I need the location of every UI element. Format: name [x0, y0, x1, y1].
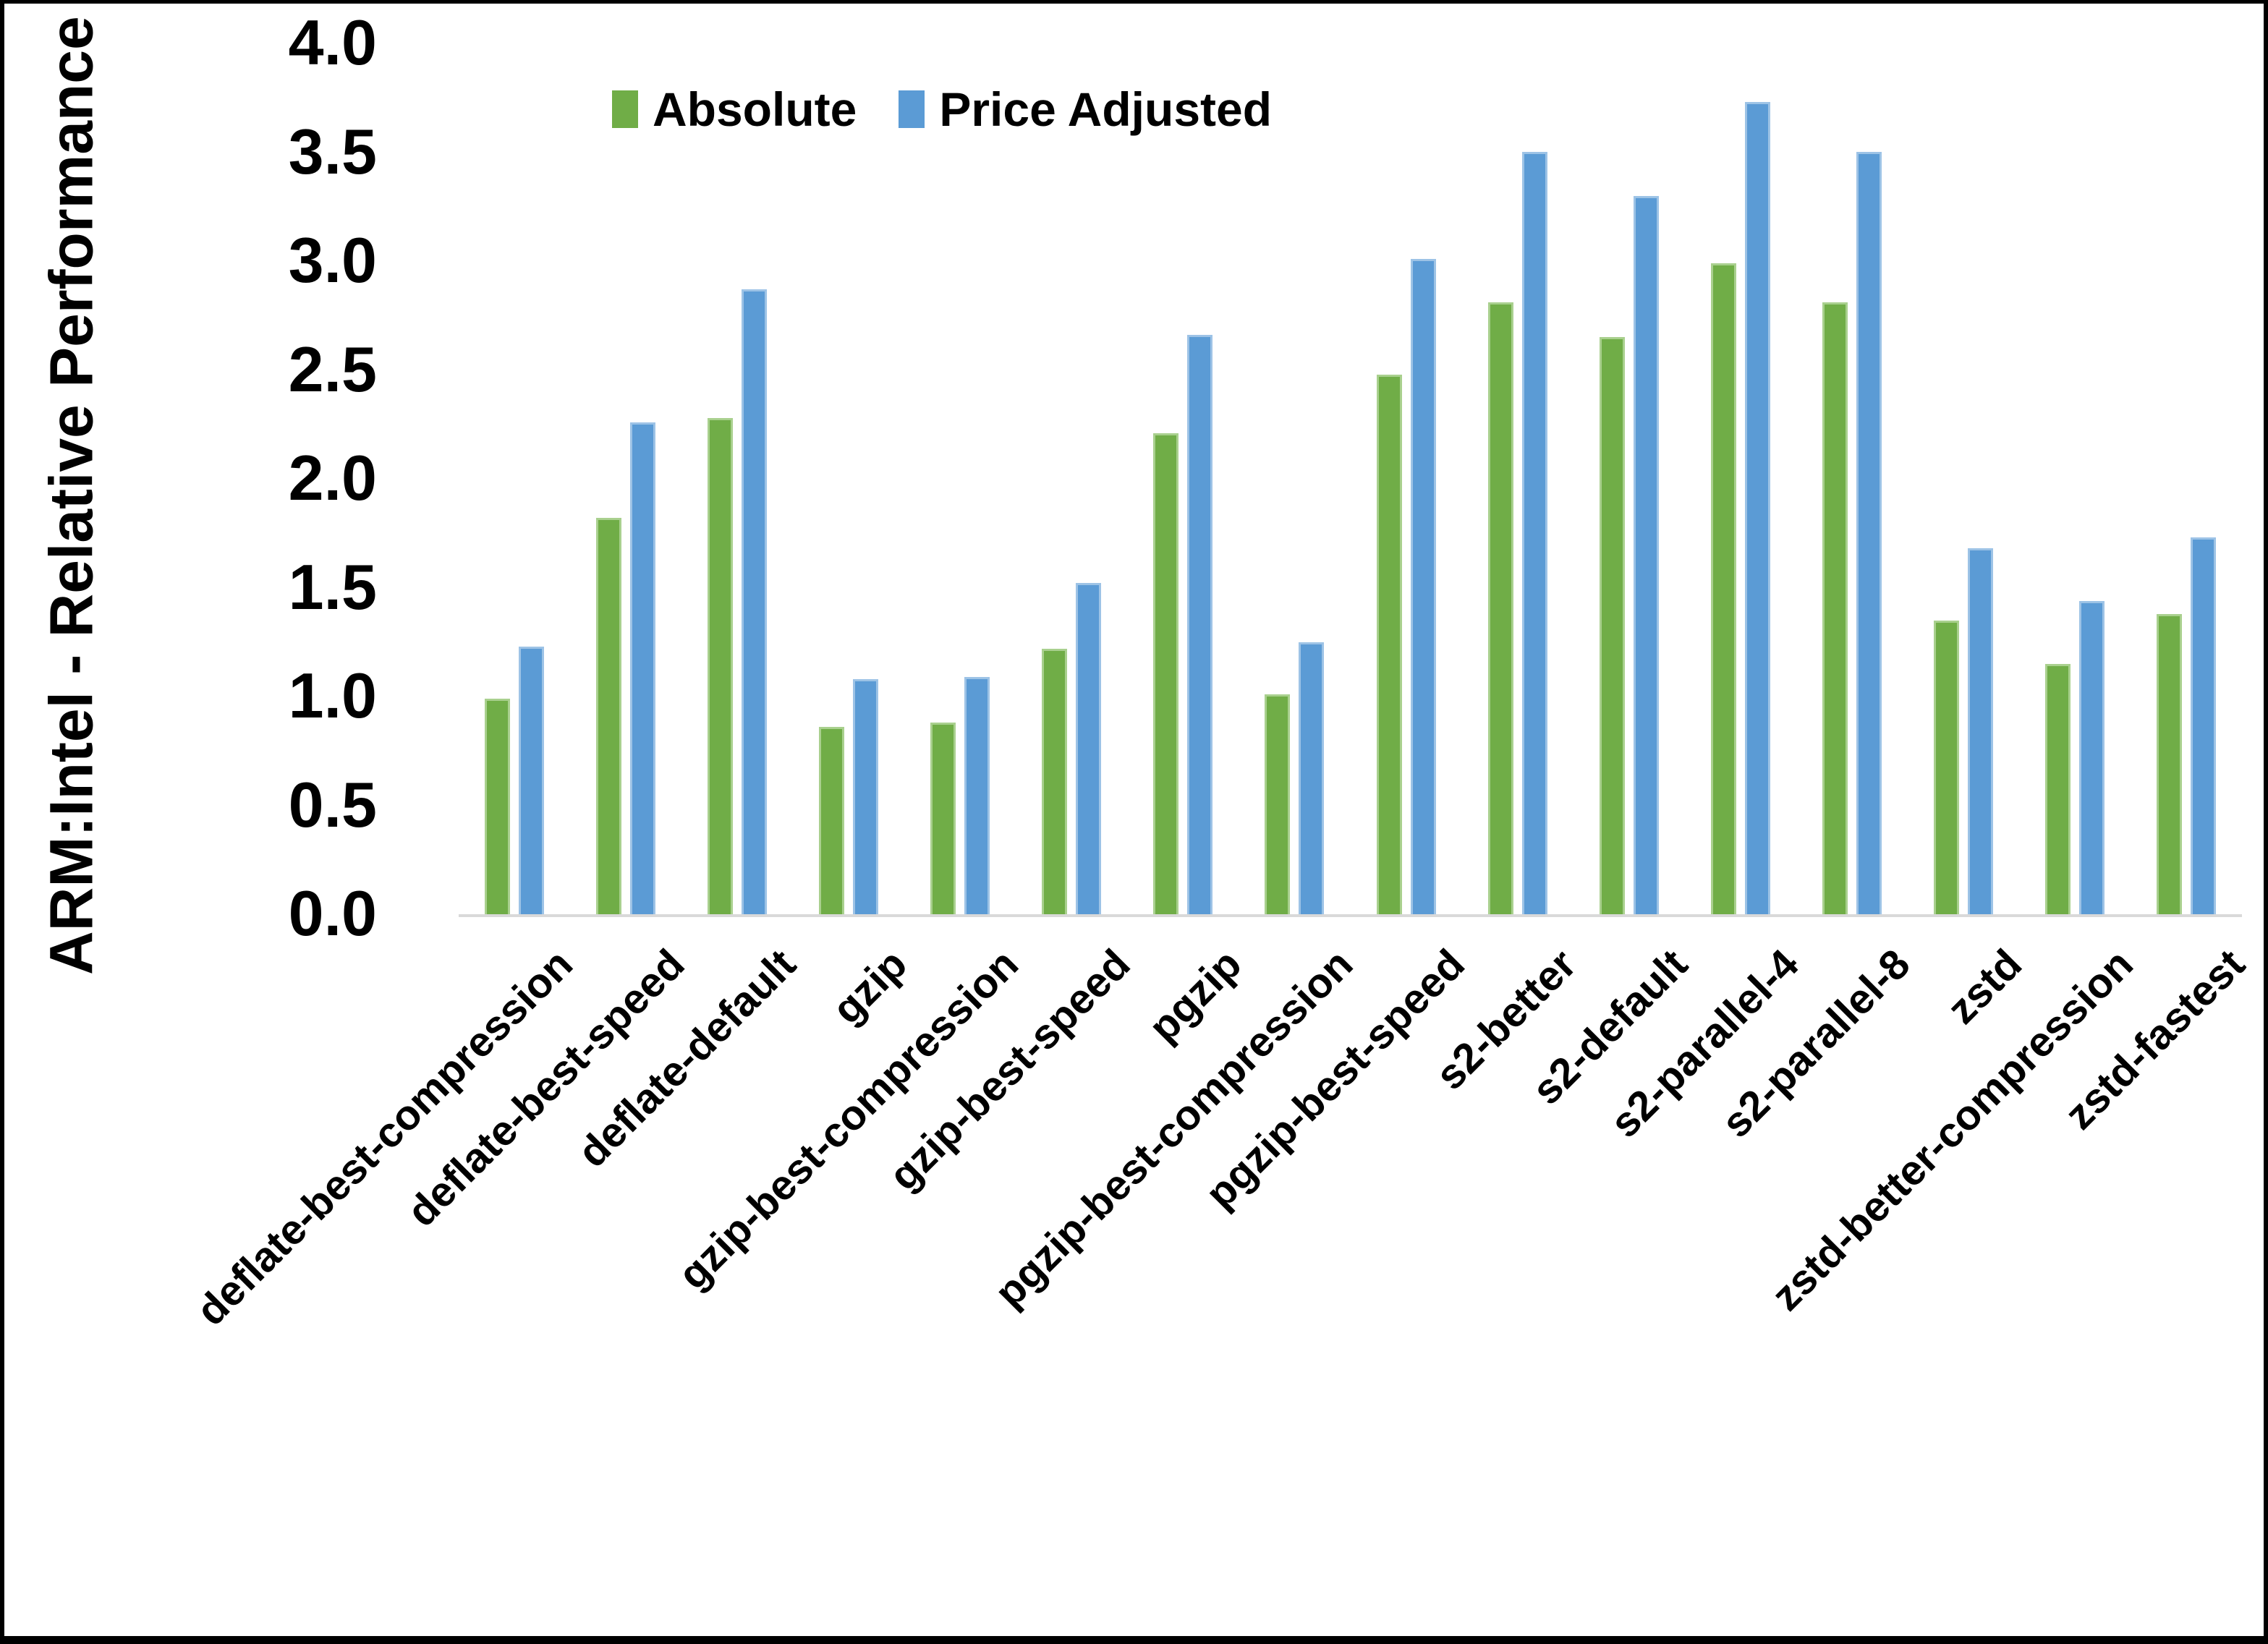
bar-price-adjusted-s2-better — [1522, 152, 1547, 914]
bar-price-adjusted-gzip-best-compression — [964, 677, 990, 914]
legend-item-price-adjusted: Price Adjusted — [899, 82, 1272, 137]
bar-price-adjusted-zstd — [1968, 548, 1993, 914]
bar-absolute-pgzip — [1153, 433, 1178, 914]
bar-absolute-gzip-best-compression — [930, 723, 956, 914]
y-tick-0.5: 0.5 — [288, 768, 377, 840]
y-tick-1.5: 1.5 — [288, 550, 377, 623]
y-tick-1.0: 1.0 — [288, 660, 377, 731]
bar-price-adjusted-pgzip — [1187, 335, 1212, 914]
legend-swatch-icon — [612, 90, 638, 128]
legend: Absolute Price Adjusted — [612, 82, 1272, 137]
bar-absolute-s2-parallel-8 — [1822, 302, 1848, 914]
category-label-pgzip: pgzip — [1139, 940, 1251, 1052]
bar-price-adjusted-zstd-better-compression — [2079, 601, 2105, 914]
legend-label: Price Adjusted — [939, 82, 1273, 136]
y-tick-0.0: 0.0 — [288, 877, 377, 949]
bar-absolute-deflate-best-compression — [485, 699, 510, 914]
category-label-zstd: zstd — [1937, 940, 2031, 1034]
bar-absolute-s2-parallel-4 — [1711, 263, 1736, 914]
bar-price-adjusted-s2-parallel-4 — [1745, 102, 1770, 914]
bar-price-adjusted-pgzip-best-speed — [1411, 259, 1436, 914]
y-tick-2.5: 2.5 — [288, 333, 377, 405]
legend-swatch-icon — [899, 90, 925, 128]
bar-price-adjusted-gzip-best-speed — [1076, 583, 1101, 914]
bar-absolute-zstd-fastest — [2157, 614, 2182, 914]
bar-price-adjusted-gzip — [853, 679, 878, 914]
bar-price-adjusted-zstd-fastest — [2191, 537, 2216, 914]
bar-absolute-deflate-best-speed — [596, 518, 621, 914]
y-axis-title: ARM:Intel - Relative Performance — [37, 16, 106, 975]
bar-price-adjusted-deflate-best-compression — [519, 647, 544, 914]
bar-price-adjusted-pgzip-best-compression — [1299, 642, 1324, 914]
x-axis-line — [459, 914, 2242, 917]
legend-item-absolute: Absolute — [612, 82, 857, 137]
y-tick-3.5: 3.5 — [288, 115, 377, 187]
bar-absolute-gzip-best-speed — [1042, 649, 1067, 914]
bar-absolute-pgzip-best-compression — [1265, 694, 1290, 914]
y-tick-4.0: 4.0 — [288, 7, 377, 78]
bar-absolute-zstd — [1934, 621, 1959, 914]
bar-absolute-s2-default — [1600, 337, 1625, 914]
bar-absolute-deflate-default — [708, 418, 733, 914]
bar-price-adjusted-deflate-default — [742, 289, 767, 914]
bar-price-adjusted-deflate-best-speed — [630, 422, 655, 914]
y-tick-2.0: 2.0 — [288, 442, 377, 514]
bar-absolute-s2-better — [1488, 302, 1513, 914]
legend-label: Absolute — [653, 82, 857, 136]
category-label-gzip: gzip — [823, 940, 917, 1034]
bar-absolute-gzip — [819, 727, 844, 914]
bar-absolute-pgzip-best-speed — [1377, 375, 1402, 914]
bar-price-adjusted-s2-parallel-8 — [1856, 152, 1882, 914]
y-tick-3.0: 3.0 — [288, 224, 377, 296]
bar-absolute-zstd-better-compression — [2045, 664, 2070, 914]
bar-price-adjusted-s2-default — [1634, 196, 1659, 914]
